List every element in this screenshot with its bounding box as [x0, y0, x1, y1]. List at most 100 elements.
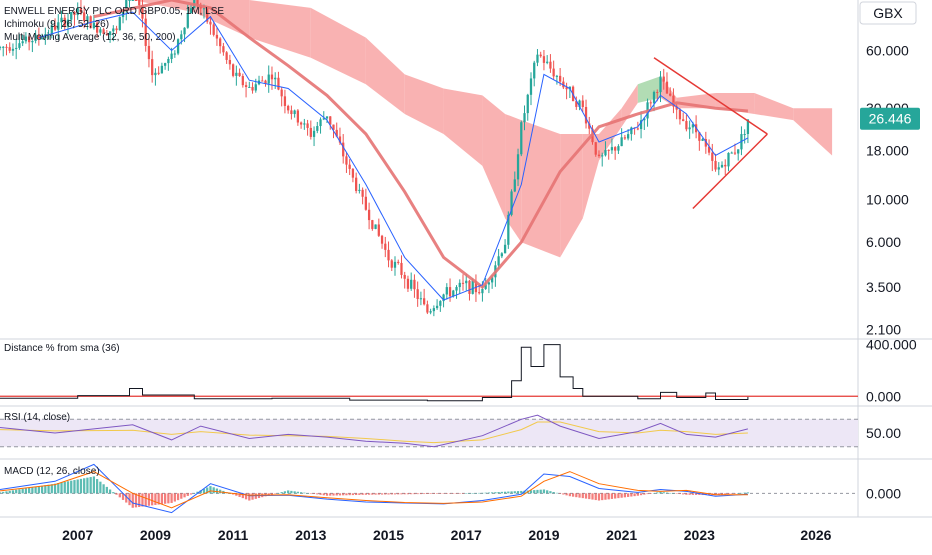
macd-histogram-bar — [212, 487, 215, 494]
macd-histogram-bar — [131, 493, 134, 508]
macd-histogram-bar — [516, 491, 520, 494]
candle-body — [465, 280, 468, 284]
distance-pane-title: Distance % from sma (36) — [4, 343, 120, 354]
macd-histogram-bar — [355, 493, 358, 496]
ichimoku-cloud-segment — [443, 88, 483, 166]
macd-histogram-bar — [455, 493, 458, 494]
macd-histogram-bar — [529, 490, 533, 494]
macd-histogram-bar — [251, 493, 254, 500]
candle-body — [134, 0, 138, 1]
macd-histogram-bar — [283, 491, 287, 494]
macd-histogram-bar — [176, 493, 180, 501]
indicator-ichimoku-label: Ichimoku (9, 26, 52, 26) — [4, 19, 109, 30]
candle-body — [620, 137, 623, 147]
currency-button[interactable] — [859, 1, 917, 25]
rsi-pane-title: RSI (14, close) — [4, 412, 70, 423]
candle-body — [34, 34, 37, 41]
macd-histogram-bar — [108, 489, 112, 494]
candle-body — [329, 116, 332, 125]
candle-body — [40, 38, 44, 40]
macd-histogram-bar — [47, 484, 50, 494]
ichimoku-cloud-segment — [310, 7, 366, 85]
price-axis-tick: 10.000 — [866, 192, 909, 208]
candle-body — [15, 47, 18, 49]
macd-histogram-bar — [296, 491, 300, 494]
candle-body — [131, 0, 134, 1]
candle-body — [380, 235, 384, 244]
macd-histogram-bar — [319, 493, 322, 495]
macd-histogram-bar — [497, 492, 500, 494]
candle-body — [649, 102, 652, 104]
macd-histogram-bar — [348, 493, 351, 496]
macd-histogram-bar — [367, 493, 371, 495]
ichimoku-cloud-segment — [793, 108, 833, 156]
macd-histogram-bar — [675, 493, 678, 494]
candle-body — [322, 118, 325, 120]
macd-histogram-bar — [426, 493, 429, 495]
candle-body — [400, 262, 403, 275]
macd-histogram-bar — [594, 493, 597, 501]
macd-histogram-bar — [552, 491, 555, 494]
macd-histogram-bar — [442, 493, 445, 494]
candle-body — [222, 46, 225, 53]
macd-histogram-bar — [228, 493, 232, 494]
macd-histogram-bar — [400, 493, 403, 495]
macd-histogram-bar — [287, 490, 290, 494]
candle-body — [439, 301, 442, 306]
ichimoku-cloud-segment — [132, 0, 195, 13]
candle-body — [115, 28, 118, 31]
candle-body — [701, 139, 704, 141]
currency-label[interactable]: GBX — [873, 5, 903, 21]
candle-body — [393, 261, 397, 268]
candle-body — [707, 146, 711, 153]
ma-fast-line — [38, 11, 749, 301]
candle-body — [367, 209, 371, 221]
macd-histogram-bar — [374, 493, 377, 495]
macd-histogram-bar — [209, 486, 212, 494]
macd-histogram-bar — [423, 493, 426, 495]
macd-histogram-bar — [565, 493, 568, 496]
macd-histogram-bar — [44, 485, 47, 494]
candle-body — [50, 25, 53, 34]
macd-histogram-bar — [578, 493, 581, 498]
macd-histogram-bar — [309, 493, 312, 494]
macd-histogram-bar — [633, 493, 636, 497]
macd-histogram-bar — [390, 493, 393, 495]
macd-histogram-bar — [86, 477, 89, 494]
candle-body — [53, 25, 57, 30]
macd-histogram-bar — [215, 488, 219, 494]
macd-histogram-bar — [471, 493, 474, 494]
candle-body — [711, 152, 714, 161]
candle-body — [228, 59, 232, 65]
candle-body — [529, 78, 533, 95]
candle-body — [206, 8, 209, 22]
macd-pane-title: MACD (12, 26, close) — [4, 466, 100, 477]
macd-histogram-bar — [196, 491, 199, 494]
rsi-axis-tick: 50.00 — [866, 425, 901, 441]
macd-histogram-bar — [73, 480, 76, 494]
candle-body — [516, 154, 520, 180]
candle-body — [468, 280, 471, 294]
macd-histogram-bar — [18, 489, 21, 494]
candle-body — [73, 11, 76, 16]
candle-body — [717, 167, 720, 170]
macd-histogram-bar — [649, 493, 652, 494]
macd-histogram-bar — [270, 493, 274, 495]
candle-body — [358, 189, 361, 191]
macd-histogram-bar — [21, 488, 24, 494]
candle-body — [151, 59, 154, 76]
candle-body — [555, 75, 559, 77]
candle-body — [478, 292, 481, 294]
macd-histogram-bar — [714, 493, 717, 496]
macd-histogram-bar — [92, 476, 96, 494]
candle-body — [345, 156, 348, 165]
candle-body — [332, 124, 335, 130]
macd-histogram-bar — [70, 480, 73, 494]
macd-histogram-bar — [299, 492, 303, 494]
price-axis-tick: 60.000 — [866, 42, 909, 58]
candle-body — [70, 11, 73, 20]
macd-histogram-bar — [384, 493, 387, 495]
macd-histogram-bar — [419, 493, 423, 495]
macd-histogram-bar — [669, 492, 672, 494]
